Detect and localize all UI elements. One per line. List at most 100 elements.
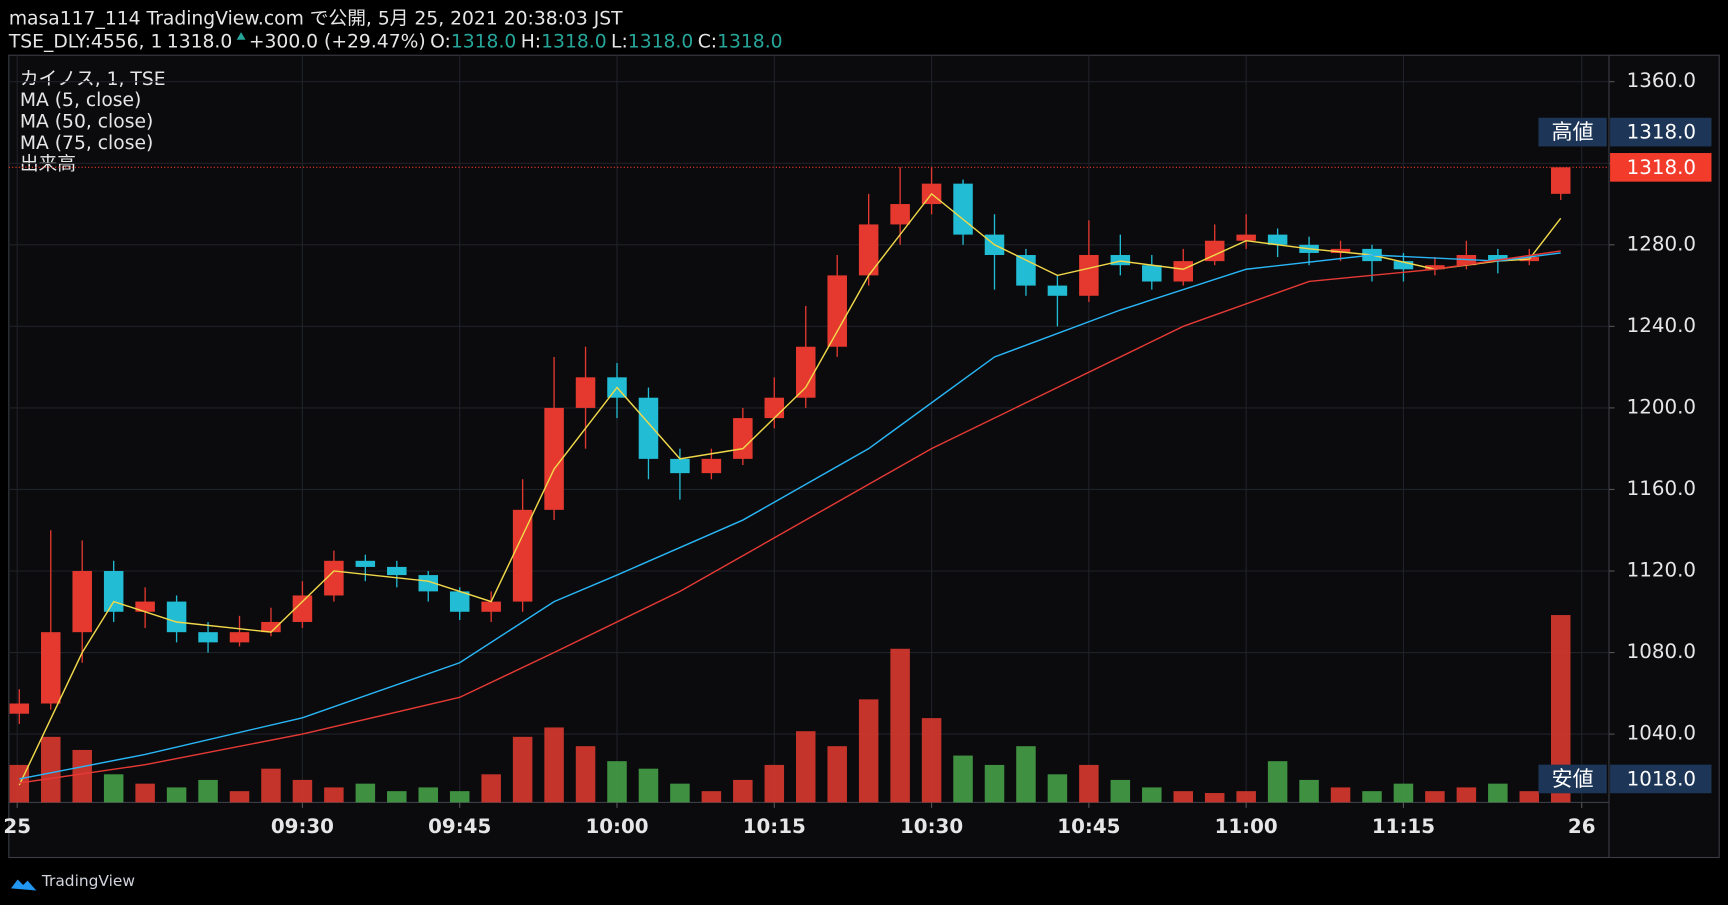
up-arrow xyxy=(236,32,246,40)
candle-body xyxy=(292,595,313,622)
price-box xyxy=(1610,153,1712,182)
volume-bar xyxy=(72,749,92,803)
logo xyxy=(11,879,37,891)
ma-line xyxy=(18,192,1562,786)
y-tick-label: 1240.0 xyxy=(1627,314,1696,337)
candle-body xyxy=(1393,261,1414,270)
volume-bar xyxy=(166,787,187,803)
candle-body xyxy=(324,560,344,596)
footer: TradingView xyxy=(41,872,135,890)
volume-bar xyxy=(1456,787,1477,803)
ohlc-key: H: xyxy=(521,31,541,52)
change: +300.0 (+29.47%) xyxy=(249,31,426,52)
ma-line xyxy=(19,252,1561,780)
legend-item: カイノス, 1, TSE xyxy=(20,69,166,90)
candle-body xyxy=(449,591,470,612)
candle-body xyxy=(670,458,690,474)
ma-line xyxy=(19,250,1561,784)
volume-bar xyxy=(1330,787,1351,803)
marker-tag-text: 高値 xyxy=(1552,120,1594,144)
candle-body xyxy=(953,183,973,235)
candle-body xyxy=(733,418,753,459)
price-box xyxy=(1610,117,1712,147)
candle-body xyxy=(418,575,439,592)
ohlc-value: 1318.0 xyxy=(717,31,783,52)
candle-body xyxy=(41,632,61,704)
candle-body xyxy=(544,407,564,510)
volume-bar xyxy=(1173,791,1194,803)
volume-bar xyxy=(1550,615,1571,803)
x-tick-label: 11:15 xyxy=(1372,815,1435,838)
candle-body xyxy=(387,566,407,576)
volume-bar xyxy=(607,761,627,803)
volume-bar xyxy=(1299,779,1319,803)
candle-body xyxy=(229,632,250,643)
x-tick-label: 11:00 xyxy=(1215,815,1278,838)
volume-bar xyxy=(575,746,596,803)
volume-bar xyxy=(198,779,218,803)
ohlc-value: 1318.0 xyxy=(451,31,517,52)
volume-bar xyxy=(355,783,376,803)
y-tick-label: 1120.0 xyxy=(1627,559,1696,582)
candle-body xyxy=(261,621,281,633)
candle-body xyxy=(575,377,596,408)
candle-body xyxy=(1425,265,1445,270)
header-title: masa117_114 TradingView.com で公開, 5月 25, … xyxy=(9,8,623,29)
volume-bar xyxy=(135,783,155,803)
volume-bar xyxy=(261,768,281,803)
candle-body xyxy=(858,224,879,276)
ohlc-key: O: xyxy=(430,31,451,52)
volume-bar xyxy=(1425,791,1445,803)
candle-body xyxy=(1550,167,1571,194)
volume-bar xyxy=(1142,787,1162,803)
volume-bar xyxy=(1079,764,1099,803)
volume-bar xyxy=(1488,783,1508,803)
volume-bar xyxy=(1519,791,1540,803)
y-tick-label: 1160.0 xyxy=(1627,477,1696,500)
volume-bar xyxy=(544,727,564,803)
ohlc-value: 1318.0 xyxy=(541,31,607,52)
x-tick-label: 09:45 xyxy=(428,815,491,838)
candle-body xyxy=(1142,265,1162,282)
volume-bar xyxy=(701,791,722,803)
candle-body xyxy=(1488,255,1508,262)
candle-body xyxy=(796,346,816,398)
candle-body xyxy=(512,509,533,602)
x-tick-label: 25 xyxy=(3,815,31,838)
y-tick-label: 1360.0 xyxy=(1627,69,1696,92)
candle-body xyxy=(827,275,847,347)
candle-body xyxy=(1173,261,1194,282)
x-tick-label: 09:30 xyxy=(271,815,334,838)
volume-bar xyxy=(229,791,250,803)
volume-bar xyxy=(858,699,879,803)
candle-body xyxy=(135,601,155,612)
volume-bar xyxy=(1362,791,1382,803)
volume-bar xyxy=(1204,793,1225,803)
x-tick-label: 10:15 xyxy=(743,815,806,838)
legend-item: MA (5, close) xyxy=(20,90,142,111)
y-tick-label: 1080.0 xyxy=(1627,640,1696,663)
candle-body xyxy=(1204,240,1225,262)
x-tick-label: 10:45 xyxy=(1057,815,1120,838)
candle-body xyxy=(1330,248,1351,253)
last-value: 1318.0 xyxy=(167,31,233,52)
candle-body xyxy=(9,703,30,714)
volume-bar xyxy=(1110,779,1131,803)
volume-bar xyxy=(1047,774,1068,803)
candle-body xyxy=(1110,255,1131,266)
candle-body xyxy=(1047,285,1068,296)
volume-bar xyxy=(1393,783,1414,803)
y-tick-label: 1040.0 xyxy=(1627,722,1696,745)
legend-item: 出来高 xyxy=(20,154,76,175)
x-tick-label: 10:30 xyxy=(900,815,963,838)
volume-bar xyxy=(387,791,407,803)
volume-bar xyxy=(1236,791,1256,803)
volume-bar xyxy=(324,787,344,803)
legend-item: MA (50, close) xyxy=(20,111,153,132)
candle-body xyxy=(103,571,124,612)
volume-bar xyxy=(733,779,753,803)
volume-bar xyxy=(449,791,470,803)
y-tick-label: 1280.0 xyxy=(1627,232,1696,255)
